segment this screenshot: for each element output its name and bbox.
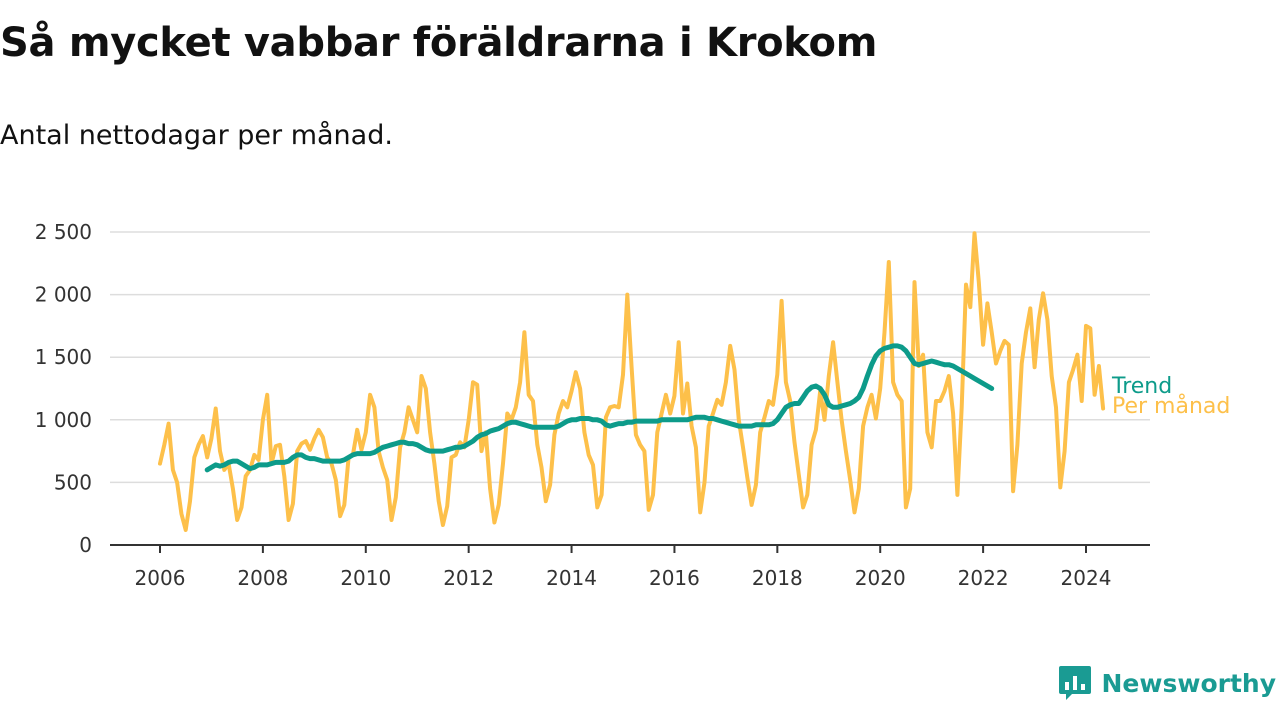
brand-logo: Newsworthy xyxy=(1058,664,1277,702)
x-tick-label: 2018 xyxy=(752,566,803,590)
series-line-trend xyxy=(204,343,995,473)
series-line-per-manad xyxy=(158,231,1106,532)
brand-name: Newsworthy xyxy=(1101,668,1277,698)
series-label-trend: Trend xyxy=(1111,374,1172,399)
x-tick-label: 2016 xyxy=(649,566,700,590)
x-tick-label: 2012 xyxy=(443,566,494,590)
x-tick-label: 2010 xyxy=(340,566,391,590)
series-label-per-manad: Per månad xyxy=(1112,393,1230,419)
x-tick-label: 2024 xyxy=(1061,566,1112,590)
x-tick-label: 2022 xyxy=(958,566,1009,590)
x-axis: 2006 2008 2010 2012 2014 2016 2018 2020 2022 2024 xyxy=(110,544,1150,590)
y-axis: 0 500 1 000 1 500 2 000 2 500 xyxy=(35,220,92,557)
newsworthy-logo-icon xyxy=(1058,666,1091,700)
page-title: Så mycket vabbar föräldrarna i Krokom xyxy=(0,20,878,66)
y-tick-label: 500 xyxy=(54,470,92,494)
y-tick-label: 2 500 xyxy=(35,220,92,244)
x-tick-label: 2008 xyxy=(237,566,288,590)
y-tick-label: 2 000 xyxy=(35,283,92,307)
y-tick-label: 0 xyxy=(79,533,92,557)
y-tick-label: 1 500 xyxy=(35,345,92,369)
x-tick-label: 2014 xyxy=(546,566,597,590)
x-tick-label: 2006 xyxy=(135,566,186,590)
page-subtitle: Antal nettodagar per månad. xyxy=(0,120,393,151)
y-tick-label: 1 000 xyxy=(35,408,92,432)
x-tick-label: 2020 xyxy=(855,566,906,590)
chart-series xyxy=(158,231,1106,532)
